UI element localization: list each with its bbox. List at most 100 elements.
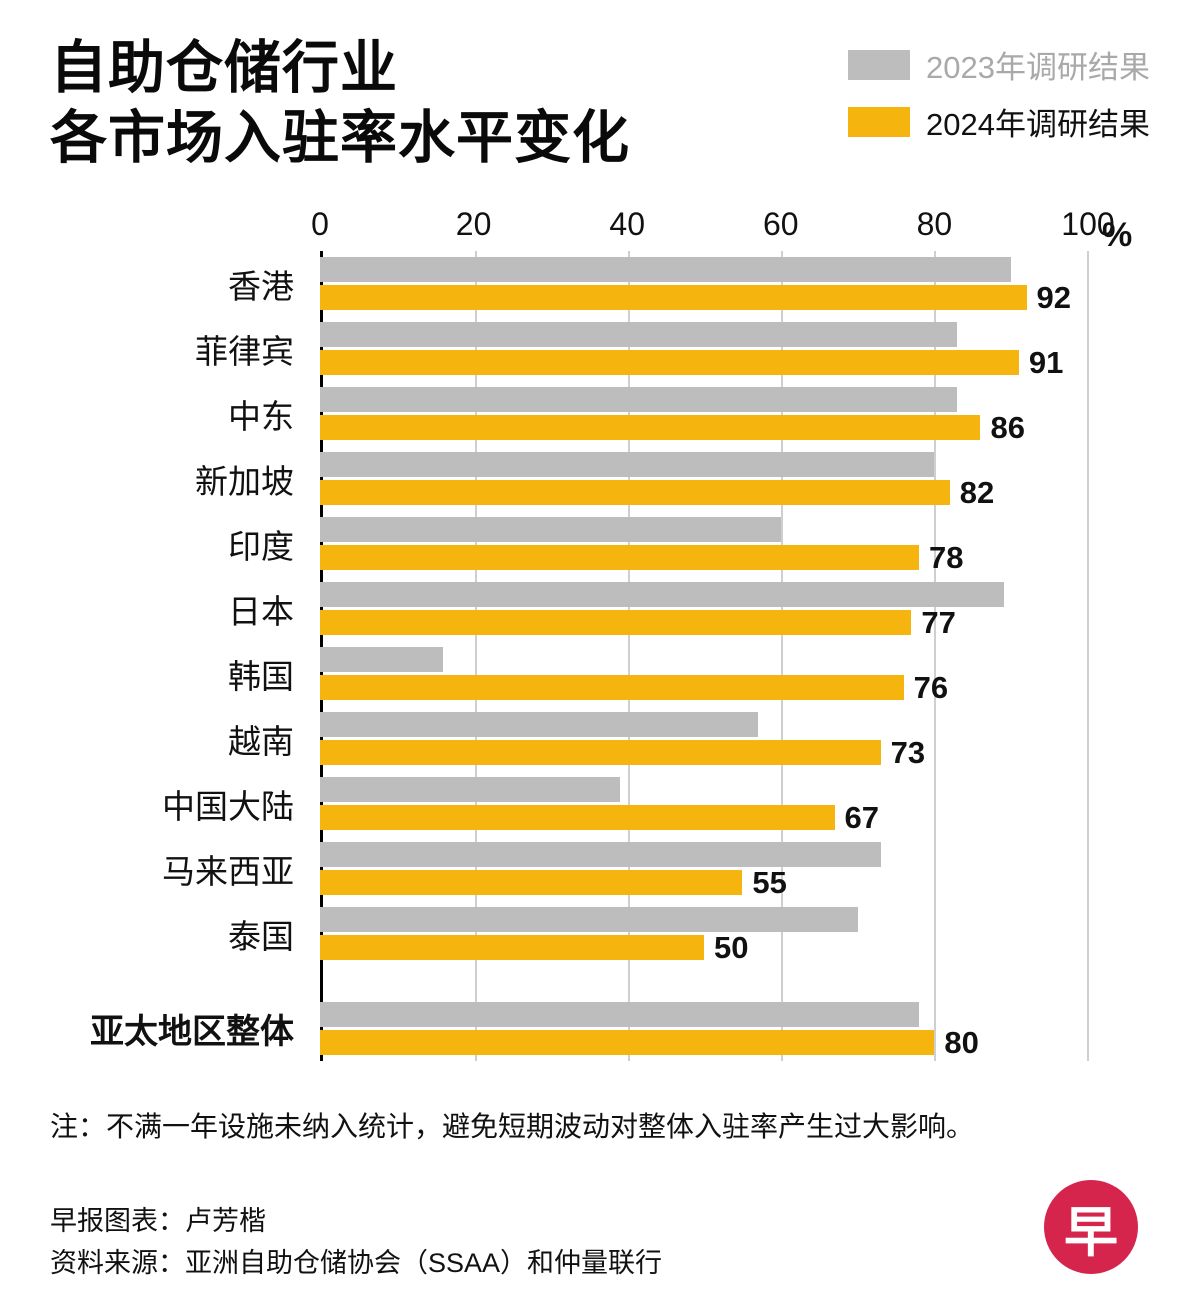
chart-row: 新加坡 82 <box>50 446 1088 511</box>
barline-2023 <box>320 647 1088 673</box>
zaobao-logo-glyph: 早 <box>1064 1202 1118 1263</box>
category-label: 亚太地区整体 <box>90 1013 294 1052</box>
axis-spacer <box>50 203 320 251</box>
bar-group: 82 <box>320 446 1088 511</box>
bar-2024 <box>320 610 912 636</box>
zaobao-logo: 早 <box>1044 1180 1138 1274</box>
axis-tick: 80 <box>916 206 953 243</box>
barline-2023 <box>320 452 1088 478</box>
barline-2023 <box>320 387 1088 413</box>
axis-tick: 40 <box>609 206 645 243</box>
barline-2024: 76 <box>320 670 1088 706</box>
barline-2023 <box>320 257 1088 283</box>
chart-row: 越南 73 <box>50 706 1088 771</box>
legend-item-2024: 2024年调研结果 <box>848 99 1150 144</box>
value-label-2024: 67 <box>844 800 880 836</box>
bar-2023 <box>320 1002 920 1028</box>
credit-chart: 早报图表：卢芳楷 <box>50 1206 266 1237</box>
axis-unit-label: % <box>1102 216 1133 255</box>
value-label-2024: 76 <box>913 670 949 706</box>
category-label: 越南 <box>228 722 294 760</box>
category-label: 新加坡 <box>195 462 294 500</box>
chart-title: 自助仓储行业 各市场入驻率水平变化 <box>50 34 630 173</box>
chart-row: 印度 78 <box>50 511 1088 576</box>
bar-2023 <box>320 257 1012 283</box>
chart-title-line1: 自助仓储行业 <box>50 36 398 100</box>
value-label-2024: 78 <box>929 540 964 576</box>
barline-2024: 92 <box>320 282 1088 313</box>
axis-tick: 0 <box>311 206 329 243</box>
barline-2023 <box>320 582 1088 608</box>
value-label-2024: 82 <box>959 475 995 511</box>
barline-2023 <box>320 907 1088 933</box>
bar-group: 86 <box>320 381 1088 446</box>
bar-group: 77 <box>320 576 1088 641</box>
chart-row: 日本 77 <box>50 576 1088 641</box>
bar-2024 <box>320 935 704 961</box>
gridline <box>475 251 477 1062</box>
barline-2024: 50 <box>320 930 1088 966</box>
axis-ticks: % 0 20 40 60 80 100 <box>311 203 1132 254</box>
chart-row: 中国大陆 67 <box>50 771 1088 836</box>
barline-2024: 82 <box>320 475 1088 511</box>
credit-source: 资料来源：亚洲自助仓储协会（SSAA）和仲量联行 <box>50 1247 663 1278</box>
chart-row: 韩国 76 <box>50 641 1088 706</box>
value-label-2024: 80 <box>944 1025 979 1061</box>
barline-2023 <box>320 517 1088 543</box>
gridline <box>628 251 630 1062</box>
chart-row: 亚太地区整体 80 <box>50 996 1088 1061</box>
bar-2024 <box>320 480 950 506</box>
category-label: 马来西亚 <box>162 852 294 890</box>
bar-2024 <box>320 415 981 441</box>
category-label: 泰国 <box>228 917 294 955</box>
barline-2023 <box>320 842 1088 868</box>
credits: 早报图表：卢芳楷 资料来源：亚洲自助仓储协会（SSAA）和仲量联行 <box>50 1201 1150 1285</box>
axis-tick: 60 <box>763 206 799 243</box>
chart-title-line2: 各市场入驻率水平变化 <box>50 105 630 170</box>
category-label: 日本 <box>228 592 294 630</box>
category-label: 菲律宾 <box>195 332 294 370</box>
barline-2024: 91 <box>320 345 1088 381</box>
bar-2024 <box>320 1030 935 1056</box>
bar-2024 <box>320 870 743 896</box>
barline-2024: 67 <box>320 800 1088 836</box>
bar-2023 <box>320 777 620 803</box>
legend-label-2023: 2023年调研结果 <box>926 50 1150 85</box>
chart-row: 中东 86 <box>50 381 1088 446</box>
bar-2023 <box>320 647 443 673</box>
bar-2023 <box>320 582 1004 608</box>
bar-2023 <box>320 907 858 933</box>
category-label: 香港 <box>228 267 294 305</box>
header: 自助仓储行业 各市场入驻率水平变化 2023年调研结果 2024年调研结果 <box>50 34 1150 173</box>
barline-2023 <box>320 322 1088 348</box>
barline-2024: 80 <box>320 1025 1088 1061</box>
gridline <box>934 251 936 1062</box>
gridline <box>781 251 783 1062</box>
legend-swatch-2023 <box>848 49 911 80</box>
bar-group: 92 <box>320 251 1088 316</box>
category-label: 中国大陆 <box>162 787 294 825</box>
barline-2023 <box>320 1002 1088 1028</box>
value-label-2024: 77 <box>921 605 956 641</box>
chart-row: 马来西亚 55 <box>50 836 1088 901</box>
bar-group: 80 <box>320 996 1088 1061</box>
value-label-2024: 91 <box>1028 345 1064 381</box>
bar-2024 <box>320 285 1027 311</box>
axis-tick: 20 <box>455 206 492 243</box>
barline-2024: 73 <box>320 737 1088 768</box>
plot-area: 香港 92 菲律宾 91 中东 86 新加坡 82 印度 78 日本 77 韩国 76 越南 73 中国大陆 67… <box>50 251 1089 1062</box>
category-label: 中东 <box>228 397 294 435</box>
chart-row: 泰国 50 <box>50 901 1088 966</box>
chart-row: 香港 92 <box>50 251 1088 316</box>
bar-2024 <box>320 675 904 701</box>
bar-2024 <box>320 805 835 831</box>
bar-2024 <box>320 740 881 766</box>
bar-group: 76 <box>320 641 1088 706</box>
bar-2023 <box>320 712 758 738</box>
value-label-2024: 55 <box>752 865 787 901</box>
barline-2024: 77 <box>320 605 1088 641</box>
legend-swatch-2024 <box>848 106 911 137</box>
barline-2024: 86 <box>320 412 1088 443</box>
bar-group: 50 <box>320 901 1088 966</box>
value-label-2024: 50 <box>714 930 749 966</box>
